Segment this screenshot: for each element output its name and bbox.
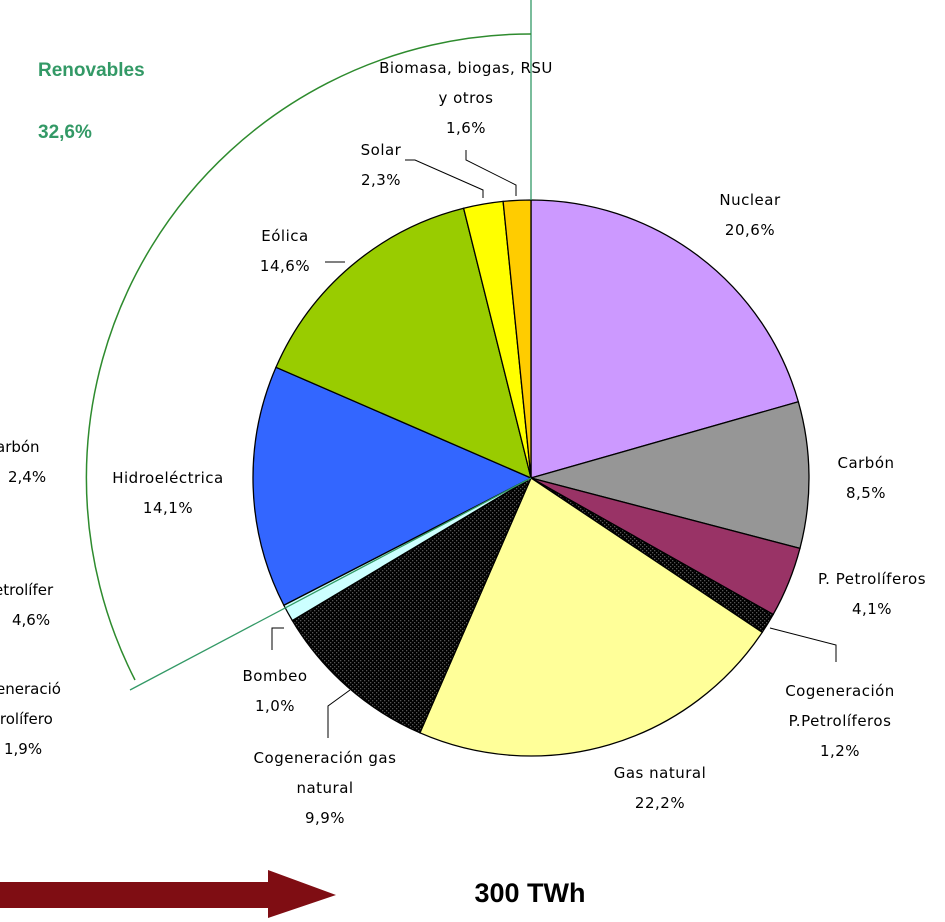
leader-line: [271, 627, 284, 650]
cropped-label: 1,9%: [4, 740, 43, 758]
leader-line: [465, 150, 517, 196]
category-label: P. Petrolíferos: [817, 570, 927, 588]
group-line: [129, 477, 532, 691]
leader-line: [405, 159, 484, 198]
cropped-label: 4,6%: [12, 611, 51, 629]
category-label: Bombeo: [242, 667, 308, 685]
leader-lines: [271, 150, 837, 738]
category-label: Hidroeléctrica: [112, 469, 224, 487]
pie-slice: [275, 207, 532, 480]
arrow: [0, 870, 336, 918]
cropped-label: eneració: [0, 680, 61, 698]
category-label: Nuclear: [719, 191, 781, 209]
leader-line: [327, 689, 351, 738]
slice-label: Bombeo 1,0%: [225, 661, 325, 721]
slice-label: Hidroeléctrica 14,1%: [88, 463, 248, 523]
leader-line: [769, 627, 837, 662]
slice-label: Solar 2,3%: [341, 135, 421, 195]
value-label: 14,6%: [259, 257, 311, 275]
value-label: 1,2%: [819, 742, 861, 760]
pie-slice: [252, 366, 533, 607]
slice-label: Eólica 14,6%: [235, 221, 335, 281]
value-label: 14,1%: [142, 499, 194, 517]
cropped-label: trolífero: [0, 710, 53, 728]
category-label: Solar: [360, 141, 402, 159]
cropped-label: arbón: [0, 438, 40, 456]
slice-label: Carbón 8,5%: [806, 448, 926, 508]
category-label: Gas natural: [613, 764, 707, 782]
group-arc: [85, 33, 532, 681]
pie-slice: [291, 476, 533, 734]
value-label: 9,9%: [304, 809, 346, 827]
slice-label: P. Petrolíferos 4,1%: [797, 564, 945, 624]
group-value: 32,6%: [38, 122, 92, 143]
slice-label: Gas natural 22,2%: [590, 758, 730, 818]
value-label: 1,6%: [445, 119, 487, 137]
value-label: 4,1%: [851, 600, 893, 618]
pie-slice: [528, 400, 810, 550]
value-label: 2,3%: [360, 171, 402, 189]
slice-label: Cogeneración P.Petrolíferos 1,2%: [760, 676, 920, 766]
cropped-label: etrolífer: [0, 581, 54, 599]
category-label: Carbón: [837, 454, 895, 472]
slice-label: Cogeneración gas natural 9,9%: [235, 743, 415, 833]
value-label: 22,2%: [634, 794, 686, 812]
slice-label: Biomasa, biogas, RSU y otros 1,6%: [376, 53, 556, 143]
total: 300 TWh: [474, 878, 586, 908]
slice-label: Nuclear 20,6%: [690, 185, 810, 245]
group-label: Renovables: [38, 60, 145, 81]
category-label: Cogeneración gas natural: [253, 749, 397, 797]
value-label: 20,6%: [724, 221, 776, 239]
category-label: Eólica: [261, 227, 309, 245]
category-label: Biomasa, biogas, RSU y otros: [379, 59, 553, 107]
category-label: Cogeneración P.Petrolíferos: [785, 682, 895, 730]
pie-slice: [419, 477, 764, 757]
cropped-label: 2,4%: [8, 468, 47, 486]
value-label: 1,0%: [254, 697, 296, 715]
pie-slice: [530, 199, 800, 479]
value-label: 8,5%: [845, 484, 887, 502]
